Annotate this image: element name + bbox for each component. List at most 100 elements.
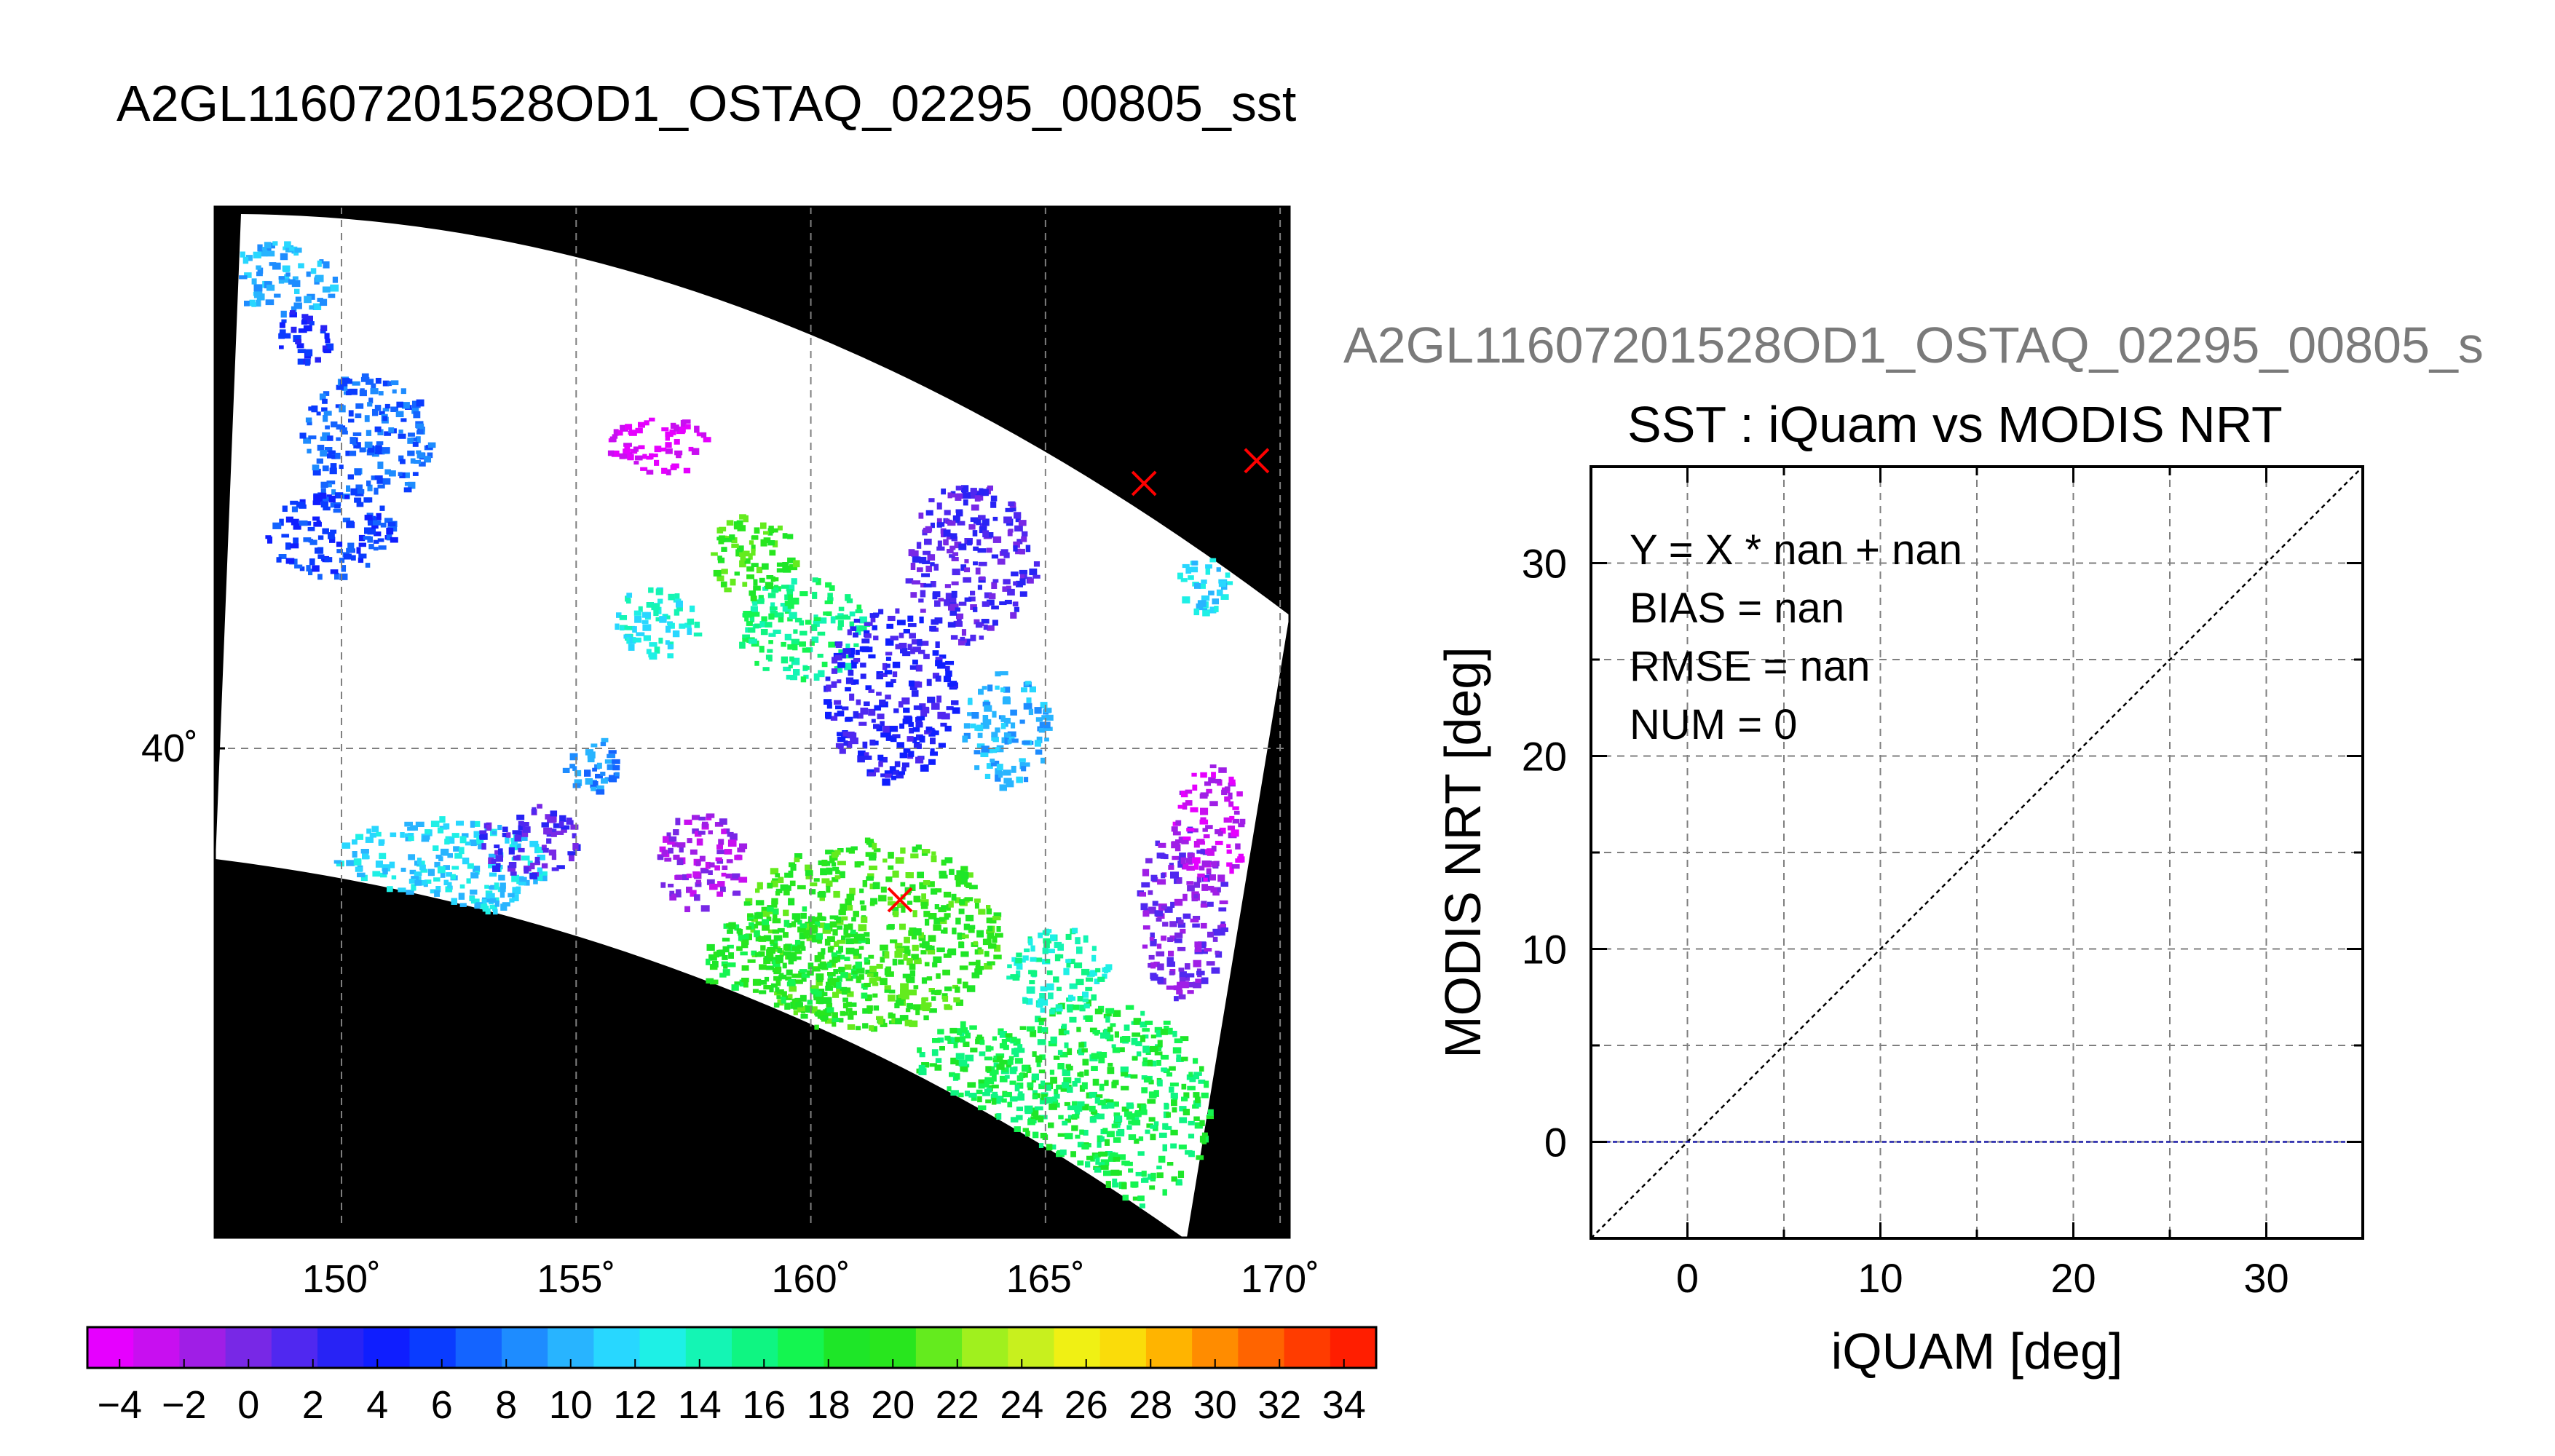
sst-pixel [384,431,392,436]
sst-pixel [936,502,942,510]
sst-pixel [951,700,959,705]
sst-pixel [908,721,914,727]
sst-pixel [836,988,842,994]
sst-pixel [885,652,893,656]
sst-pixel [1094,1008,1103,1015]
sst-pixel [775,987,780,992]
sst-pixel [1194,582,1201,589]
sst-pixel [773,935,783,941]
sst-pixel [566,818,572,822]
sst-pixel [633,446,639,452]
sst-pixel [665,640,670,645]
sst-pixel [905,578,914,584]
sst-pixel [941,713,950,720]
sst-pixel [1091,1053,1099,1059]
sst-pixel [759,990,767,994]
sst-pixel [264,247,272,253]
sst-pixel [811,636,819,643]
sst-pixel [759,646,765,653]
sst-pixel [862,1023,869,1029]
sst-pixel [1157,1045,1162,1052]
sst-pixel [651,603,660,611]
sst-pixel [781,991,787,998]
sst-pixel [1110,1152,1118,1157]
sst-pixel [880,978,888,986]
sst-pixel [1072,1101,1078,1107]
sst-pixel [900,990,909,995]
colorbar-tick-label: 34 [1322,1383,1366,1427]
sst-pixel [293,537,299,545]
sst-pixel [1046,949,1055,954]
sst-pixel [829,585,835,591]
sst-pixel [788,994,793,999]
sst-pixel [293,335,301,343]
sst-pixel [278,277,285,284]
sst-pixel [865,852,874,857]
sst-pixel [1192,1104,1199,1109]
sst-pixel [1170,901,1175,909]
sst-pixel [1223,817,1232,823]
sst-pixel [626,593,633,598]
sst-pixel [938,598,944,602]
sst-pixel [365,563,371,568]
sst-pixel [930,737,936,745]
x-tick-label: 155˚ [537,1257,615,1301]
sst-pixel [974,750,981,755]
sst-pixel [537,804,542,809]
sst-pixel [572,843,579,850]
sst-pixel [957,1028,962,1036]
sst-pixel [309,321,315,325]
sst-pixel [856,976,861,984]
sst-pixel [722,865,728,871]
sst-pixel [1142,869,1150,877]
sst-pixel [844,662,853,670]
sst-pixel [653,609,659,617]
sst-pixel [974,520,979,524]
sst-pixel [946,706,954,711]
sst-pixel [1193,608,1200,616]
sst-pixel [1057,1050,1063,1056]
sst-pixel [827,593,833,598]
sst-pixel [1052,1096,1057,1102]
sst-pixel [746,566,754,572]
sst-pixel [901,762,909,768]
sst-pixel [990,759,995,763]
sst-pixel [776,994,781,1000]
sst-pixel [957,521,965,526]
sst-pixel [761,616,767,622]
sst-pixel [755,935,761,942]
sst-pixel [672,842,678,847]
sst-pixel [758,951,765,957]
sst-pixel [943,529,951,537]
sst-pixel [330,569,339,574]
sst-pixel [283,265,290,272]
sst-pixel [848,669,854,676]
sst-pixel [856,1026,861,1031]
sst-pixel [774,966,782,972]
sst-pixel [868,954,874,959]
sst-pixel [1007,588,1015,596]
sst-pixel [791,657,800,665]
sst-pixel [841,916,848,921]
sst-pixel [291,326,297,333]
sst-pixel [553,823,562,828]
sst-pixel [244,272,252,278]
sst-pixel [831,681,837,688]
sst-pixel [309,558,315,566]
sst-pixel [1182,893,1188,901]
sst-pixel [786,969,793,976]
sst-pixel [619,615,628,620]
sst-pixel [1201,977,1209,984]
sst-pixel [1022,1072,1028,1078]
colorbar-swatch [915,1327,963,1368]
sst-pixel [773,1002,780,1008]
sst-pixel [907,901,913,905]
sst-pixel [244,301,250,306]
sst-pixel [968,925,976,930]
sst-pixel [910,563,916,570]
sst-pixel [838,946,844,953]
sst-pixel [1142,1177,1149,1183]
sst-pixel [996,745,1004,753]
sst-pixel [783,666,791,672]
sst-pixel [783,919,790,927]
